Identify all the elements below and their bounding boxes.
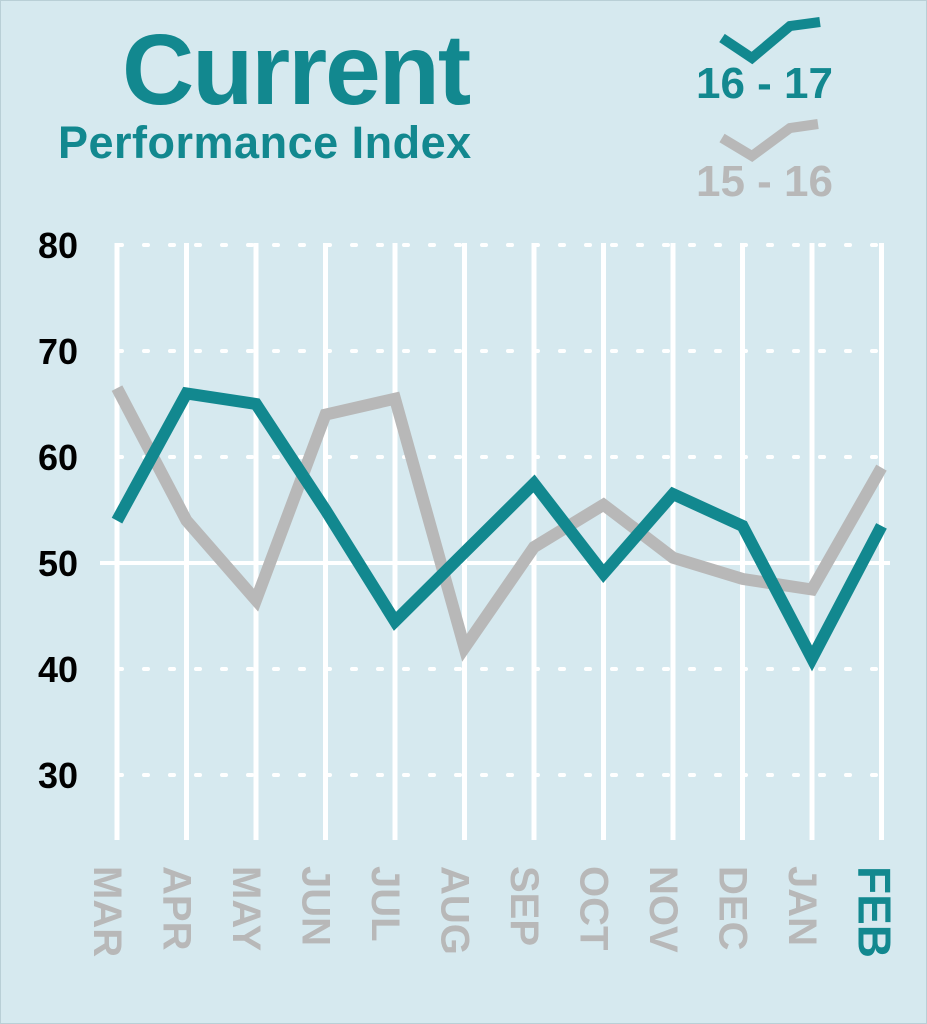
y-tick-label-60: 60 <box>38 437 78 478</box>
legend: 16 - 17 15 - 16 <box>696 17 833 206</box>
legend-label-15-16: 15 - 16 <box>696 157 833 206</box>
x-tick-label-jul: JUL <box>363 866 407 942</box>
x-tick-label-sep: SEP <box>502 866 546 946</box>
x-tick-label-may: MAY <box>224 866 268 952</box>
y-tick-label-30: 30 <box>38 755 78 796</box>
x-tick-label-mar: MAR <box>85 866 129 957</box>
legend-swatch-16-17 <box>719 17 821 65</box>
x-tick-label-oct: OCT <box>572 866 616 950</box>
y-tick-label-40: 40 <box>38 649 78 690</box>
chart-title: Current <box>122 14 471 126</box>
x-tick-label-aug: AUG <box>433 866 477 955</box>
x-tick-label-feb: FEB <box>849 866 901 958</box>
x-tick-label-dec: DEC <box>711 866 755 950</box>
series-line-16-17 <box>111 386 887 672</box>
chart-subtitle: Performance Index <box>58 117 472 168</box>
legend-swatch-15-16 <box>719 119 819 163</box>
y-axis-labels: 80 70 60 50 40 30 <box>38 225 78 796</box>
x-tick-label-nov: NOV <box>641 866 685 953</box>
x-axis-labels: MAR APR MAY JUN JUL AUG SEP OCT NOV DEC JAN FEB <box>85 866 901 958</box>
series-layer <box>111 385 887 672</box>
legend-label-16-17: 16 - 17 <box>696 59 833 108</box>
y-tick-label-70: 70 <box>38 331 78 372</box>
vertical-gridlines <box>114 243 884 840</box>
x-tick-label-apr: APR <box>155 866 199 951</box>
y-tick-label-80: 80 <box>38 225 78 266</box>
series-line-15-16 <box>111 385 887 662</box>
x-tick-label-jan: JAN <box>780 866 824 946</box>
x-tick-label-jun: JUN <box>294 866 338 946</box>
y-tick-label-50: 50 <box>38 543 78 584</box>
